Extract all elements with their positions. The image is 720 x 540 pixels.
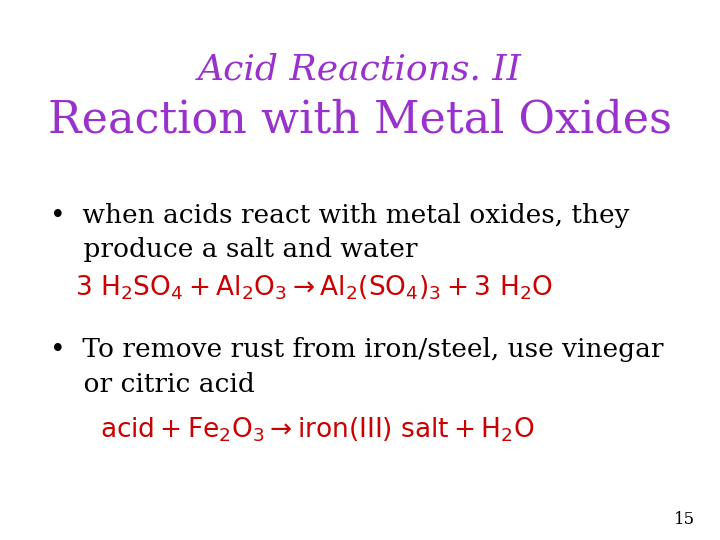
Text: •  To remove rust from iron/steel, use vinegar: • To remove rust from iron/steel, use vi… (50, 338, 664, 362)
Text: Reaction with Metal Oxides: Reaction with Metal Oxides (48, 98, 672, 141)
Text: Acid Reactions. II: Acid Reactions. II (198, 53, 522, 87)
Text: $\mathregular{3\ H_2SO_4 + Al_2O_3 \rightarrow Al_2(SO_4)_3 + 3\ H_2O}$: $\mathregular{3\ H_2SO_4 + Al_2O_3 \righ… (75, 274, 553, 302)
Text: •  when acids react with metal oxides, they: • when acids react with metal oxides, th… (50, 202, 629, 227)
Text: $\mathregular{acid + Fe_2O_3 \rightarrow iron(III)\ salt + H_2O}$: $\mathregular{acid + Fe_2O_3 \rightarrow… (100, 416, 534, 444)
Text: produce a salt and water: produce a salt and water (50, 238, 418, 262)
Text: or citric acid: or citric acid (50, 373, 255, 397)
Text: 15: 15 (674, 511, 695, 529)
